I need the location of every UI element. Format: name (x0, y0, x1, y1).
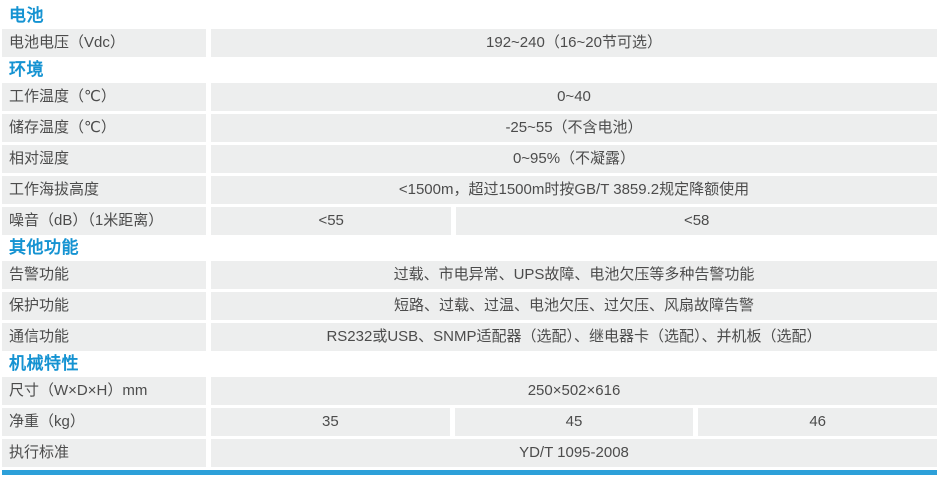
row-value: 46 (698, 408, 938, 436)
row-value: <55 (211, 207, 452, 235)
row-label: 储存温度（℃） (2, 114, 206, 142)
row-label: 保护功能 (2, 292, 206, 320)
row-value: 0~95%（不凝露） (211, 145, 937, 173)
row-label: 通信功能 (2, 323, 206, 351)
spec-section: 机械特性 尺寸（W×D×H）mm 250×502×616 净重（kg） 35 45 46 执行… (2, 354, 938, 467)
row-value: -25~55（不含电池） (211, 114, 937, 142)
row-value: 短路、过载、过温、电池欠压、过欠压、风扇故障告警 (211, 292, 937, 320)
row-value: <1500m，超过1500m时按GB/T 3859.2规定降额使用 (211, 176, 937, 204)
bottom-accent-bar (2, 470, 937, 475)
row-value: YD/T 1095-2008 (211, 439, 937, 467)
spec-row: 保护功能 短路、过载、过温、电池欠压、过欠压、风扇故障告警 (2, 292, 937, 320)
row-value: 192~240（16~20节可选） (211, 29, 937, 57)
section-title: 环境 (9, 60, 44, 79)
row-value: 45 (454, 408, 694, 436)
row-label: 净重（kg） (2, 408, 206, 436)
spec-sheet: 电池电池电压（Vdc） 192~240（16~20节可选） 环境工作温度（℃） 0~4… (2, 0, 938, 475)
spec-row: 储存温度（℃） -25~55（不含电池） (2, 114, 937, 142)
spec-row: 执行标准 YD/T 1095-2008 (2, 439, 937, 467)
row-label: 工作海拔高度 (2, 176, 206, 204)
row-label: 尺寸（W×D×H）mm (2, 377, 206, 405)
spec-row: 告警功能 过载、市电异常、UPS故障、电池欠压等多种告警功能 (2, 261, 937, 289)
row-label: 工作温度（℃） (2, 83, 206, 111)
row-value: RS232或USB、SNMP适配器（选配）、继电器卡（选配）、并机板（选配） (211, 323, 937, 351)
spec-section: 环境 工作温度（℃） 0~40 储存温度（℃） -25~55（不含电池） 相对湿度 0~95… (2, 60, 937, 235)
spec-section: 其他功能 告警功能 过载、市电异常、UPS故障、电池欠压等多种告警功能 保护功能 短路、… (2, 238, 937, 351)
spec-row: 尺寸（W×D×H）mm 250×502×616 (2, 377, 937, 405)
section-title: 机械特性 (9, 354, 79, 373)
row-label: 电池电压（Vdc） (2, 29, 206, 57)
spec-row: 工作海拔高度 <1500m，超过1500m时按GB/T 3859.2规定降额使用 (2, 176, 937, 204)
row-value: <58 (456, 207, 937, 235)
row-value: 过载、市电异常、UPS故障、电池欠压等多种告警功能 (211, 261, 937, 289)
row-label: 告警功能 (2, 261, 206, 289)
row-label: 执行标准 (2, 439, 206, 467)
row-label: 相对湿度 (2, 145, 206, 173)
spec-row: 电池电压（Vdc） 192~240（16~20节可选） (2, 29, 937, 57)
spec-row: 通信功能 RS232或USB、SNMP适配器（选配）、继电器卡（选配）、并机板（选… (2, 323, 937, 351)
spec-row: 净重（kg） 35 45 46 (2, 408, 938, 436)
spec-row: 噪音（dB）（1米距离） <55 <58 (2, 207, 937, 235)
row-value: 250×502×616 (211, 377, 937, 405)
spec-row: 工作温度（℃） 0~40 (2, 83, 937, 111)
spec-section: 电池电池电压（Vdc） 192~240（16~20节可选） (2, 6, 937, 57)
row-value: 35 (211, 408, 450, 436)
spec-row: 相对湿度 0~95%（不凝露） (2, 145, 937, 173)
row-value: 0~40 (211, 83, 937, 111)
section-title: 电池 (9, 6, 44, 25)
row-label: 噪音（dB）（1米距离） (2, 207, 206, 235)
section-title: 其他功能 (9, 238, 79, 257)
spec-table: 电池电池电压（Vdc） 192~240（16~20节可选） 环境工作温度（℃） 0~4… (2, 6, 938, 467)
